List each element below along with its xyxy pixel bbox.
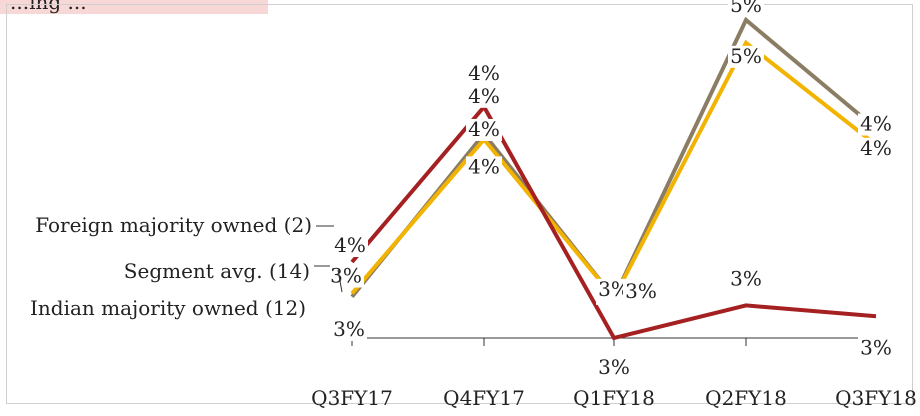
- legend-label: Segment avg. (14): [124, 259, 310, 283]
- legend-label: Foreign majority owned (2): [35, 213, 312, 237]
- data-label-bg: [728, 268, 764, 291]
- data-label-bg: [623, 281, 659, 303]
- data-label-bg: [596, 357, 632, 379]
- legend-layer: Foreign majority owned (2) Segment avg. (…: [30, 213, 343, 320]
- label-layer: 4%3%5%4%3%4%3%5%4%4%4%3%3%3%4%3%3%: [328, 0, 894, 379]
- data-label: 5%: [730, 0, 762, 17]
- data-label-bg: [466, 85, 502, 108]
- data-label-bg: [858, 113, 894, 136]
- x-tick-label: Q2FY18: [705, 386, 787, 410]
- data-label-bg: [466, 118, 502, 141]
- data-label: 3%: [598, 355, 630, 379]
- data-label: 3%: [330, 264, 362, 288]
- x-tick-label: Q3FY18: [835, 386, 917, 410]
- header-title: ...ing ...: [10, 0, 87, 14]
- data-label: 4%: [860, 112, 892, 136]
- legend-leader: [337, 269, 343, 293]
- data-label-bg: [331, 319, 367, 341]
- data-label: 4%: [468, 117, 500, 141]
- data-label: 3%: [333, 317, 365, 341]
- data-label-bg: [728, 45, 764, 68]
- data-label: 3%: [860, 335, 892, 359]
- series-line-0: [350, 16, 878, 302]
- chart-frame: [6, 4, 913, 404]
- x-tick-label: Q4FY17: [443, 386, 525, 410]
- data-label: 4%: [860, 136, 892, 160]
- series-line-2: [350, 103, 877, 341]
- data-label: 4%: [468, 84, 500, 108]
- data-label-bg: [858, 137, 894, 160]
- data-label-bg: [858, 337, 894, 360]
- data-label: 3%: [625, 279, 657, 303]
- legend-label: Indian majority owned (12): [30, 296, 306, 320]
- data-label: 4%: [334, 233, 366, 257]
- x-tick-label: Q1FY18: [573, 386, 655, 410]
- data-label: 4%: [468, 61, 500, 85]
- data-label: 3%: [730, 266, 762, 290]
- data-label-bg: [728, 0, 764, 17]
- data-label: 4%: [468, 154, 500, 178]
- data-label-bg: [466, 63, 502, 85]
- header-strip: ...ing ...: [0, 0, 268, 14]
- data-label-bg: [332, 235, 368, 258]
- data-label: 5%: [730, 44, 762, 68]
- data-label-bg: [328, 265, 364, 288]
- x-tick-label: Q3FY17: [311, 386, 393, 410]
- data-label-bg: [466, 156, 502, 179]
